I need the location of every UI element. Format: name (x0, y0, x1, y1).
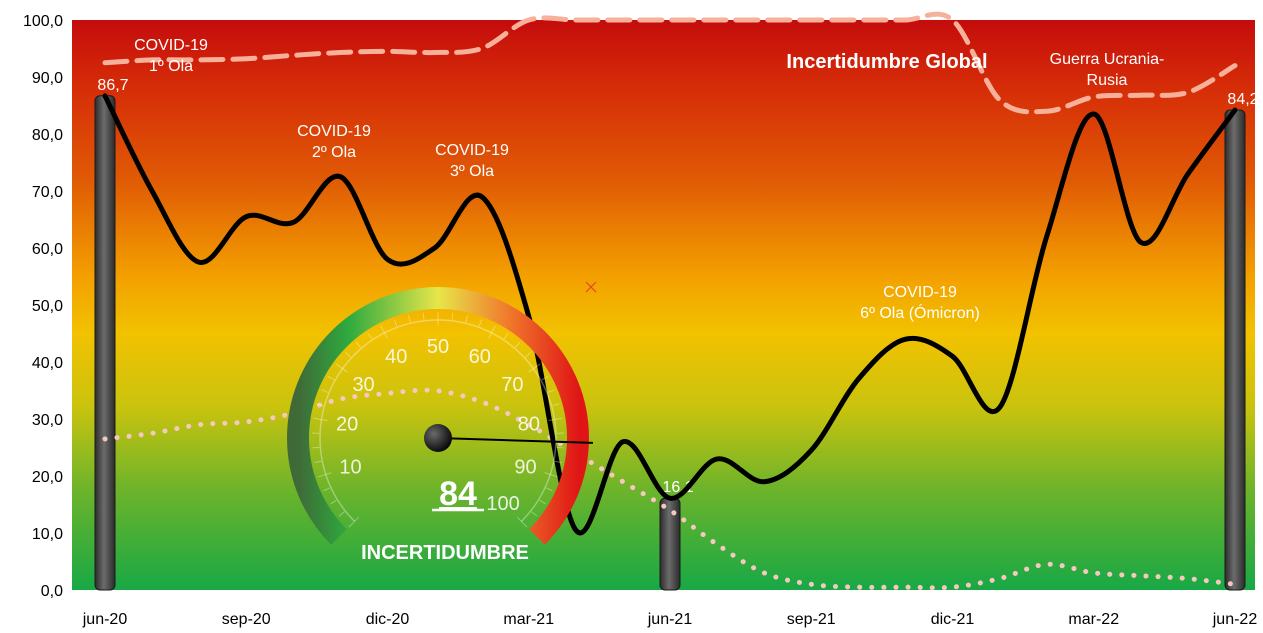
gauge-tick (312, 447, 319, 448)
gauge-tick (557, 447, 564, 448)
gauge-label: INCERTIDUMBRE (361, 542, 529, 564)
x-tick-label: jun-21 (647, 611, 693, 628)
y-tick-label: 60,0 (32, 241, 63, 258)
y-tick-label: 90,0 (32, 70, 63, 87)
gauge-tick-label: 20 (336, 414, 358, 436)
annotation-line: Guerra Ucrania- (1050, 51, 1165, 68)
x-tick-label: jun-22 (1212, 611, 1258, 628)
gauge-knob (424, 424, 452, 452)
y-tick-label: 80,0 (32, 127, 63, 144)
annotation-line: COVID-19 (297, 123, 371, 140)
annotation-line: COVID-19 (435, 142, 509, 159)
y-tick-label: 50,0 (32, 298, 63, 315)
gauge-value: 84 (439, 475, 477, 513)
y-tick-label: 40,0 (32, 355, 63, 372)
gauge-tick-label: 60 (469, 346, 491, 368)
x-tick-label: dic-21 (931, 611, 975, 628)
annotation-line: 1º Ola (149, 58, 193, 75)
bar-value-label: 84,2 (1227, 91, 1258, 108)
annotation-line: 6º Ola (Ómicron) (860, 303, 980, 322)
gauge-tick-label: 30 (352, 374, 374, 396)
gauge-tick-label: 10 (339, 456, 361, 478)
gauge-tick-label: 80 (518, 414, 540, 436)
chart-title: Incertidumbre Global (786, 51, 987, 73)
gauge-tick-label: 100 (486, 493, 519, 515)
annotation-line: Rusia (1087, 72, 1128, 89)
y-tick-label: 70,0 (32, 184, 63, 201)
gauge-tick-label: 40 (385, 346, 407, 368)
annotation-line: COVID-19 (134, 37, 208, 54)
gauge-tick-label: 50 (427, 336, 449, 358)
bar (95, 96, 115, 590)
bar (660, 498, 680, 590)
x-axis: jun-20 sep-20 dic-20 mar-21 jun-21 sep-21 dic-… (82, 611, 1258, 628)
y-axis: 0,0 10,0 20,0 30,0 40,0 50,0 60,0 70,0 80,0 90,0 1… (23, 13, 63, 600)
gauge-tick-label: 90 (514, 456, 536, 478)
x-tick-label: jun-20 (82, 611, 128, 628)
x-tick-label: sep-20 (222, 611, 271, 628)
x-tick-label: dic-20 (366, 611, 410, 628)
bar (1225, 110, 1245, 590)
x-tick-label: mar-21 (503, 611, 554, 628)
x-tick-label: mar-22 (1068, 611, 1119, 628)
x-tick-label: sep-21 (787, 611, 836, 628)
annotation-line: 2º Ola (312, 144, 356, 161)
y-tick-label: 10,0 (32, 526, 63, 543)
annotation-line: COVID-19 (883, 284, 957, 301)
y-tick-label: 100,0 (23, 13, 63, 30)
y-tick-label: 30,0 (32, 412, 63, 429)
y-tick-label: 20,0 (32, 469, 63, 486)
gauge-tick-label: 70 (501, 374, 523, 396)
y-tick-label: 0,0 (41, 583, 63, 600)
bar-value-label: 86,7 (97, 77, 128, 94)
annotation-line: 3º Ola (450, 163, 494, 180)
